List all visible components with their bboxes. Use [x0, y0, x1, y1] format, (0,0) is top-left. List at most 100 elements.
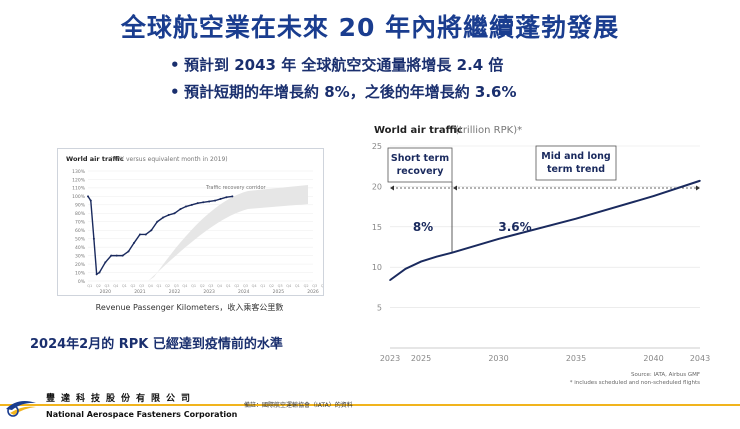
data-point	[156, 220, 159, 223]
y-tick-label: 20%	[75, 262, 86, 268]
phase-label-line2: recovery	[397, 166, 445, 177]
x-tick-label: 2025	[411, 354, 431, 363]
phase-label-box	[387, 147, 453, 183]
x-year-label: 2021	[134, 289, 146, 295]
slide-title: 全球航空業在未來 20 年內將繼續蓬勃發展	[120, 13, 620, 42]
data-point	[190, 203, 193, 206]
x-quarter-tick: Q1	[295, 284, 300, 288]
x-quarter-tick: Q1	[87, 284, 92, 288]
x-quarter-tick: Q2	[304, 284, 309, 288]
y-tick-label: 30%	[75, 253, 86, 259]
company-logo	[4, 393, 38, 419]
bullet-text: 預計到 2043 年 全球航空交通量將增長 2.4 倍	[184, 56, 504, 74]
y-tick-label: 70%	[75, 220, 86, 226]
data-point	[95, 273, 98, 276]
y-tick-label: 50%	[75, 236, 86, 242]
x-quarter-tick: Q3	[139, 284, 144, 288]
x-quarter-tick: Q1	[156, 284, 161, 288]
data-point	[208, 200, 211, 203]
x-quarter-tick: Q3	[312, 284, 317, 288]
x-year-label: 2025	[273, 289, 285, 295]
growth-rate-label: 8%	[413, 220, 433, 234]
chart-title-suffix: (trillion RPK)*	[455, 125, 522, 136]
x-quarter-tick: Q2	[234, 284, 239, 288]
x-quarter-tick: Q3	[208, 284, 213, 288]
y-tick-label: 120%	[72, 177, 86, 183]
y-tick-label: 80%	[75, 211, 86, 217]
world-air-traffic-svg: World air traffic (trillion RPK)* 5 10 15 2…	[372, 125, 710, 386]
world-air-traffic-chart: World air traffic (trillion RPK)* 5 10 15 2…	[360, 118, 722, 393]
y-tick-label: 100%	[72, 194, 86, 200]
recovery-corridor-label: Traffic recovery corridor	[205, 185, 267, 191]
logo-emblem-icon	[6, 401, 36, 417]
data-point	[389, 279, 391, 281]
data-point	[219, 197, 222, 200]
data-point	[699, 179, 701, 182]
y-tick-label: 90%	[75, 203, 86, 209]
chart-title: World air traffic	[374, 125, 463, 136]
data-point	[144, 233, 147, 236]
arrow-head-icon	[390, 185, 394, 191]
data-point	[179, 208, 182, 211]
rpk-line	[87, 195, 233, 276]
data-point	[89, 199, 92, 202]
x-tick-label: 2040	[643, 354, 663, 363]
phase-label-box	[535, 145, 617, 181]
x-quarter-tick: Q3	[174, 284, 179, 288]
x-quarter-tick: Q2	[96, 284, 101, 288]
data-point	[202, 201, 205, 204]
x-year-label: 2024	[238, 289, 250, 295]
bullet-dot-icon: •	[170, 56, 180, 74]
bullet-dot-icon: •	[170, 83, 180, 101]
data-point	[420, 260, 422, 263]
x-quarter-tick: Q3	[105, 284, 110, 288]
x-year-label: 2022	[169, 289, 181, 295]
x-year-label: 2020	[100, 289, 112, 295]
arrow-head-icon	[696, 185, 700, 191]
x-quarter-tick: Q4	[286, 284, 292, 288]
recovery-corridor-band	[148, 185, 308, 281]
company-name-zh: 豐達科技股份有限公司	[46, 394, 197, 404]
chart-footnote: * includes scheduled and non-scheduled f…	[570, 380, 700, 386]
x-tick-label: 2035	[566, 354, 586, 363]
data-point	[652, 195, 655, 197]
arrow-head-icon	[453, 185, 457, 191]
data-point	[404, 268, 407, 270]
x-year-label: 2023	[203, 289, 215, 295]
data-point	[575, 217, 577, 220]
data-point	[451, 251, 453, 254]
y-tick-label: 110%	[72, 186, 86, 192]
rpk-recovery-chart: World air traffic (RPK versus equivalent…	[57, 148, 327, 296]
y-tick-label: 60%	[75, 228, 86, 234]
data-point	[196, 202, 199, 205]
bullet-item: • 預計到 2043 年 全球航空交通量將增長 2.4 倍	[170, 52, 517, 79]
x-year-label: 2026	[307, 289, 319, 295]
data-point	[87, 195, 89, 198]
x-quarter-tick: Q3	[278, 284, 283, 288]
data-point	[497, 238, 500, 240]
thumbnail-caption: Revenue Passenger Kilometers，收入乘客公里數	[95, 303, 284, 312]
data-point	[225, 196, 228, 199]
x-quarter-tick: Q2	[131, 284, 136, 288]
phase-label-line1: Short term	[391, 153, 449, 164]
y-tick-label: 40%	[75, 245, 86, 251]
x-quarter-tick: Q1	[260, 284, 265, 288]
x-quarter-tick: Q4	[182, 284, 188, 288]
rpk-recovery-chart-svg: World air traffic (RPK versus equivalent…	[66, 155, 327, 295]
x-quarter-tick: Q4	[252, 284, 258, 288]
data-point	[162, 216, 165, 219]
data-point	[167, 214, 170, 216]
y-tick-label: 10%	[75, 270, 86, 276]
phase-label-line1: Mid and long	[541, 151, 610, 162]
chart-title: World air traffic	[66, 155, 124, 163]
footer-divider	[0, 404, 740, 406]
y-tick-label: 15	[372, 223, 382, 232]
x-quarter-tick: Q4	[217, 284, 223, 288]
bullet-list: • 預計到 2043 年 全球航空交通量將增長 2.4 倍 • 預計短期的年增長約 …	[170, 52, 517, 106]
phase-label-line2: term trend	[547, 164, 605, 175]
y-tick-label: 20	[372, 182, 382, 191]
rpk-note: 2024年2月的 RPK 已經達到疫情前的水準	[30, 337, 283, 352]
data-point	[115, 254, 118, 257]
data-point	[435, 255, 438, 258]
x-tick-label: 2023	[380, 354, 400, 363]
